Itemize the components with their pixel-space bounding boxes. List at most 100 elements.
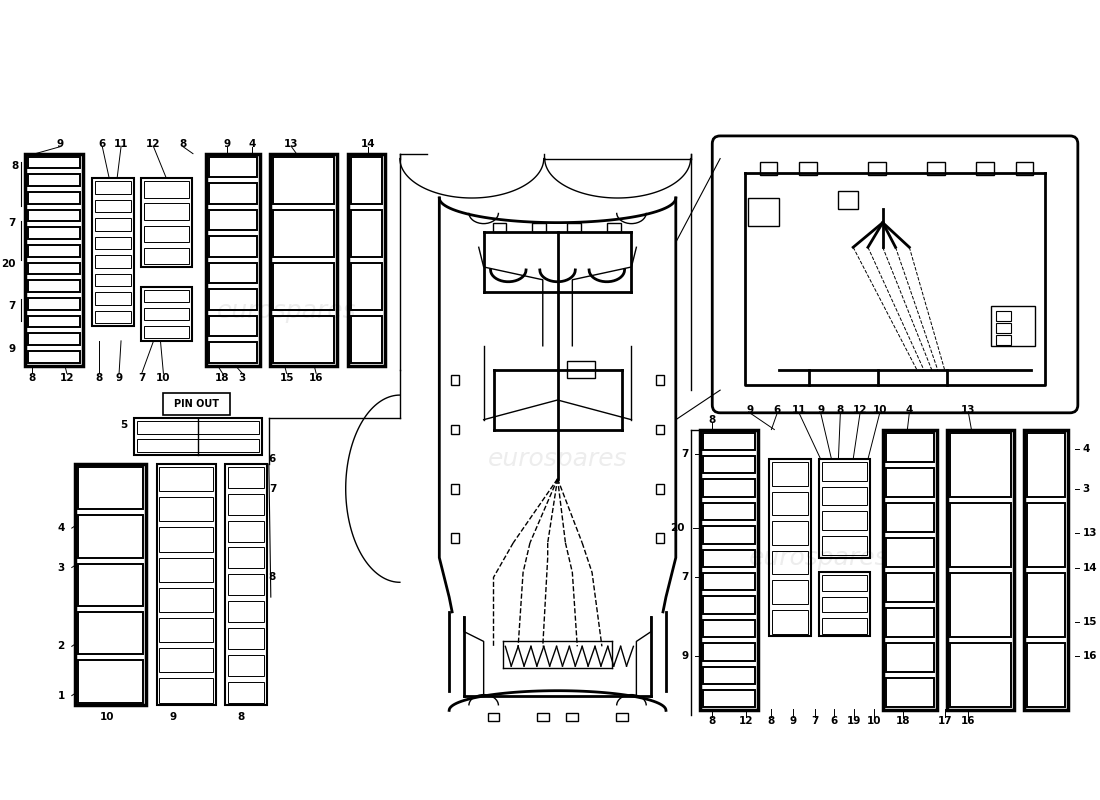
Bar [351,157,382,204]
Bar [1026,502,1065,567]
Text: 4: 4 [1082,444,1090,454]
Text: 14: 14 [1082,562,1098,573]
Text: 7: 7 [8,302,15,311]
Bar [451,484,459,494]
Bar [886,433,934,462]
Text: 16: 16 [961,716,976,726]
Bar [703,456,755,474]
Text: 9: 9 [682,651,689,661]
Text: PIN OUT: PIN OUT [175,399,219,409]
Bar [1015,162,1034,175]
Bar [703,502,755,520]
Bar [947,430,1014,710]
Bar [144,248,189,264]
Bar [886,643,934,672]
Bar [160,588,212,612]
Bar [78,515,143,558]
Text: 20: 20 [670,523,684,533]
Text: 8: 8 [96,374,103,383]
Bar [822,536,867,554]
Bar [156,464,216,706]
Bar [451,375,459,386]
Bar [96,274,131,286]
Text: 9: 9 [817,405,824,415]
Text: 13: 13 [284,139,299,149]
Bar [977,162,994,175]
Text: 18: 18 [896,716,911,726]
Bar [822,575,867,591]
Bar [568,361,595,378]
Bar [537,714,549,722]
Bar [78,467,143,510]
Bar [273,210,334,257]
Bar [886,538,934,567]
Bar [229,682,264,702]
Text: 11: 11 [792,405,806,415]
Bar [29,174,79,186]
Text: 9: 9 [116,374,122,383]
Bar [799,162,816,175]
Bar [886,573,934,602]
Bar [270,154,337,366]
Bar [160,648,212,672]
Bar [226,464,267,706]
Bar [348,154,385,366]
Bar [656,533,664,543]
Text: 12: 12 [738,716,754,726]
Bar [927,162,945,175]
Text: eurospares: eurospares [217,299,356,323]
Bar [886,608,934,638]
Bar [818,459,870,558]
Text: 8: 8 [238,712,245,722]
Bar [25,154,82,366]
Bar [29,210,79,222]
Bar [144,203,189,220]
Bar [160,558,212,582]
Text: eurospares: eurospares [487,447,627,471]
Bar [160,467,212,491]
Bar [164,393,230,414]
Text: 10: 10 [872,405,887,415]
Bar [351,315,382,362]
Bar [656,425,664,434]
Text: 3: 3 [1082,484,1090,494]
Text: 18: 18 [216,374,230,383]
Bar [1026,573,1065,638]
Bar [949,643,1011,707]
Text: 10: 10 [867,716,881,726]
Text: 1: 1 [57,690,65,701]
Bar [760,162,778,175]
Text: 6: 6 [830,716,838,726]
Text: eurospares: eurospares [749,546,889,570]
Text: 7: 7 [8,218,15,228]
Bar [229,494,264,514]
Bar [616,714,627,722]
Text: 9: 9 [224,139,231,149]
Bar [160,678,212,702]
Bar [949,502,1011,567]
Text: 12: 12 [59,374,74,383]
Bar [568,222,581,233]
Text: 13: 13 [1082,528,1098,538]
Text: 4: 4 [249,139,256,149]
Bar [769,459,811,637]
Bar [772,610,807,634]
Text: 16: 16 [309,374,323,383]
Bar [997,323,1011,333]
Bar [703,433,755,450]
Bar [656,484,664,494]
Bar [229,628,264,649]
Text: 3: 3 [57,562,65,573]
Bar [703,573,755,590]
Bar [532,222,546,233]
Text: 2: 2 [57,642,65,651]
Bar [144,326,189,338]
Text: 6: 6 [773,405,781,415]
Bar [29,280,79,292]
Text: 9: 9 [169,712,177,722]
Text: 7: 7 [138,374,145,383]
Bar [772,580,807,604]
Bar [493,222,506,233]
Text: 8: 8 [179,139,187,149]
Bar [997,311,1011,321]
